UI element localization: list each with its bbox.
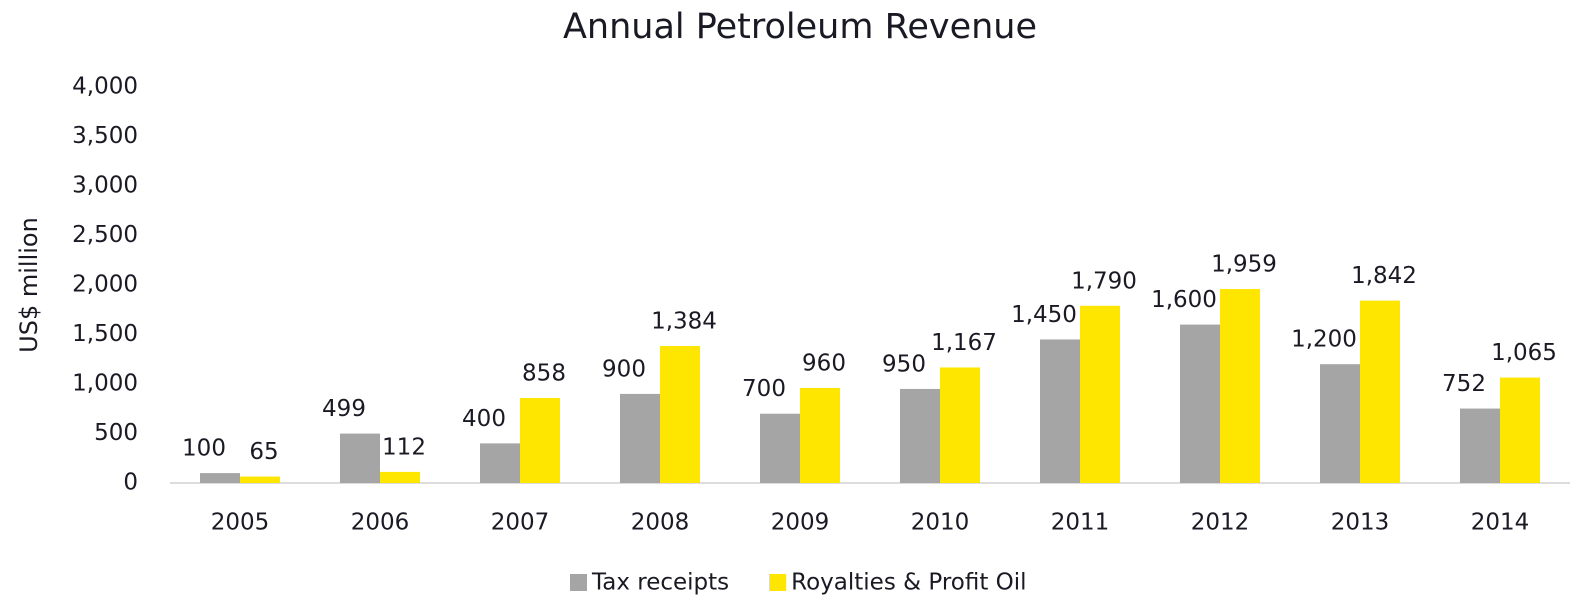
x-tick-label: 2013 bbox=[1331, 510, 1390, 536]
bar bbox=[1460, 408, 1500, 483]
bar bbox=[480, 443, 520, 483]
data-label: 400 bbox=[462, 406, 506, 432]
legend-swatch bbox=[769, 574, 787, 591]
bar bbox=[1220, 289, 1260, 483]
bar bbox=[380, 471, 420, 483]
data-label: 499 bbox=[322, 396, 366, 422]
y-tick-label: 3,000 bbox=[72, 173, 138, 199]
bar bbox=[1500, 377, 1540, 483]
bar bbox=[1180, 324, 1220, 483]
legend-label: Royalties & Profit Oil bbox=[791, 570, 1026, 596]
bar bbox=[620, 393, 660, 483]
data-label: 700 bbox=[742, 376, 786, 402]
x-tick-label: 2007 bbox=[491, 510, 550, 536]
bar bbox=[520, 398, 560, 483]
x-tick-label: 2005 bbox=[211, 510, 270, 536]
y-tick-label: 500 bbox=[94, 420, 138, 446]
y-tick-label: 0 bbox=[123, 470, 138, 496]
bar bbox=[660, 345, 700, 483]
x-tick-label: 2014 bbox=[1471, 510, 1530, 536]
bar bbox=[340, 433, 380, 483]
chart-title: Annual Petroleum Revenue bbox=[563, 7, 1037, 47]
data-label: 1,842 bbox=[1351, 263, 1417, 289]
y-tick-label: 4,000 bbox=[72, 74, 138, 100]
bar bbox=[760, 413, 800, 483]
data-label: 1,600 bbox=[1151, 287, 1217, 313]
data-label: 1,065 bbox=[1491, 340, 1557, 366]
data-label: 100 bbox=[182, 436, 226, 462]
y-tick-label: 2,500 bbox=[72, 222, 138, 248]
data-label: 1,167 bbox=[931, 330, 997, 356]
x-tick-label: 2008 bbox=[631, 510, 690, 536]
data-label: 752 bbox=[1442, 371, 1486, 397]
data-label: 858 bbox=[522, 361, 566, 387]
legend-label: Tax receipts bbox=[591, 570, 729, 596]
bar bbox=[1080, 305, 1120, 483]
bar bbox=[240, 476, 280, 483]
bar bbox=[940, 367, 980, 483]
data-label: 900 bbox=[602, 356, 646, 382]
x-tick-label: 2006 bbox=[351, 510, 410, 536]
data-label: 1,450 bbox=[1011, 302, 1077, 328]
legend-swatch bbox=[570, 574, 587, 591]
data-label: 950 bbox=[882, 351, 926, 377]
data-label: 1,790 bbox=[1071, 268, 1137, 294]
x-tick-label: 2009 bbox=[771, 510, 830, 536]
data-label: 1,959 bbox=[1211, 252, 1277, 278]
y-tick-label: 1,500 bbox=[72, 321, 138, 347]
data-label: 112 bbox=[382, 434, 426, 460]
data-label: 1,200 bbox=[1291, 327, 1357, 353]
bar bbox=[200, 473, 240, 483]
data-label: 1,384 bbox=[651, 308, 717, 334]
bar bbox=[1320, 364, 1360, 483]
bar bbox=[1360, 300, 1400, 483]
y-tick-label: 1,000 bbox=[72, 371, 138, 397]
bar bbox=[1040, 339, 1080, 483]
bar bbox=[800, 387, 840, 483]
x-tick-label: 2010 bbox=[911, 510, 970, 536]
y-tick-label: 3,500 bbox=[72, 123, 138, 149]
x-tick-label: 2011 bbox=[1051, 510, 1110, 536]
data-label: 960 bbox=[802, 350, 846, 376]
x-tick-label: 2012 bbox=[1191, 510, 1250, 536]
y-axis-label: US$ million bbox=[15, 217, 43, 353]
bar bbox=[900, 388, 940, 483]
data-label: 65 bbox=[249, 439, 278, 465]
y-tick-label: 2,000 bbox=[72, 272, 138, 298]
